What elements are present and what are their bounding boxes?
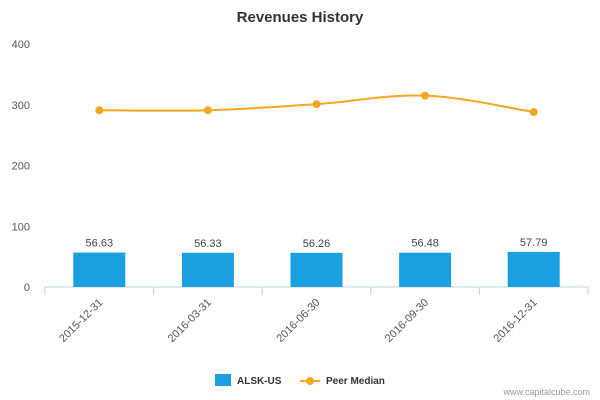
bar-series-group xyxy=(73,251,560,287)
y-tick-label-1: 100 xyxy=(12,221,30,233)
legend-label-alsk: ALSK-US xyxy=(237,376,282,387)
peer-median-point-3 xyxy=(421,91,430,100)
line-series-group xyxy=(95,91,538,117)
y-tick-label-3: 300 xyxy=(12,100,30,112)
peer-median-point-1 xyxy=(203,106,212,115)
credit-text: www.capitalcube.com xyxy=(502,387,590,397)
bar-0 xyxy=(73,252,126,287)
y-axis: 0 100 200 300 400 xyxy=(12,39,30,294)
bar-label-3: 56.48 xyxy=(411,238,439,250)
x-tick-labels-group: 2015-12-31 2016-03-31 2016-06-30 2016-09-30… xyxy=(57,297,540,345)
x-tick-label-0: 2015-12-31 xyxy=(57,297,105,345)
bar-2 xyxy=(290,252,343,287)
legend-swatch-peer-median-marker xyxy=(306,377,314,385)
bar-label-0: 56.63 xyxy=(86,238,114,250)
bar-4 xyxy=(507,251,560,287)
y-tick-label-2: 200 xyxy=(12,161,30,173)
peer-median-point-0 xyxy=(95,106,104,115)
legend-swatch-alsk xyxy=(215,374,231,386)
x-tick-label-3: 2016-09-30 xyxy=(383,297,431,345)
x-tick-label-1: 2016-03-31 xyxy=(166,297,214,345)
bar-1 xyxy=(181,252,234,287)
legend: ALSK-US Peer Median xyxy=(215,374,385,387)
bar-labels-group: 56.63 56.33 56.26 56.48 57.79 xyxy=(86,237,548,250)
bar-3 xyxy=(399,252,452,287)
y-tick-label-4: 400 xyxy=(12,39,30,51)
chart-title: Revenues History xyxy=(237,9,364,26)
bar-label-1: 56.33 xyxy=(194,238,222,250)
x-axis xyxy=(44,286,589,295)
y-tick-label-0: 0 xyxy=(24,282,30,294)
bar-label-4: 57.79 xyxy=(520,237,548,249)
peer-median-point-4 xyxy=(529,108,538,117)
bar-label-2: 56.26 xyxy=(303,238,331,250)
legend-label-peer-median: Peer Median xyxy=(326,376,385,387)
x-tick-label-4: 2016-12-31 xyxy=(492,297,540,345)
x-tick-label-2: 2016-06-30 xyxy=(274,297,322,345)
peer-median-point-2 xyxy=(312,100,321,109)
